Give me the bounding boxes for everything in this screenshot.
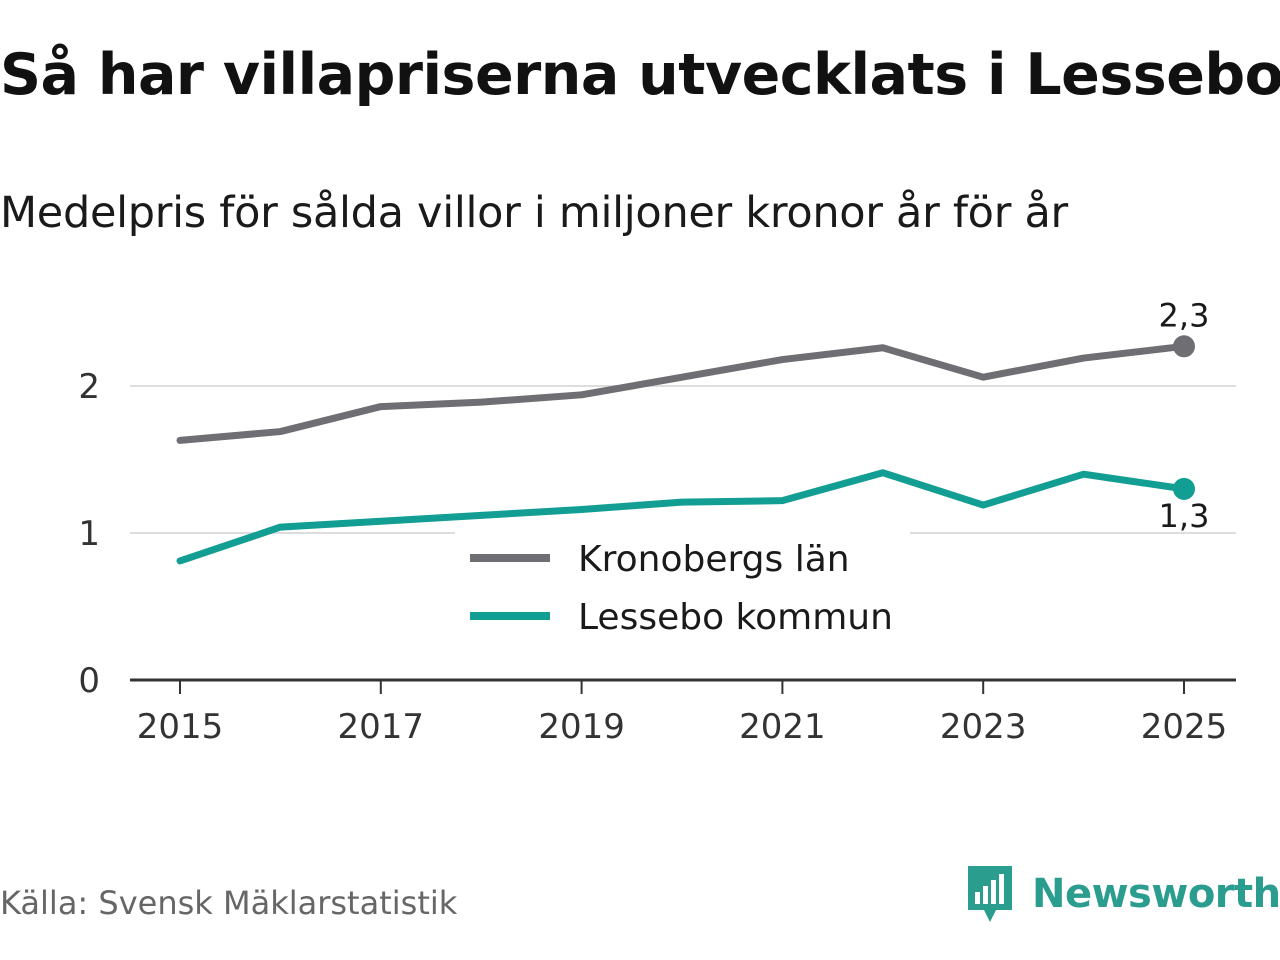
legend-background bbox=[455, 532, 910, 652]
series-lines bbox=[176, 335, 1195, 565]
x-tick-label: 2017 bbox=[338, 707, 425, 747]
x-tick-label: 2019 bbox=[538, 707, 625, 747]
newsworthy-logo-icon bbox=[968, 866, 1012, 922]
chart-title: Så har villapriserna utvecklats i Lesseb… bbox=[0, 42, 1280, 108]
brand-logo: Newsworthy bbox=[964, 862, 1280, 926]
chart-subtitle: Medelpris för sålda villor i miljoner kr… bbox=[0, 188, 1068, 238]
y-tick-label: 1 bbox=[78, 514, 100, 554]
end-point-lessebo bbox=[1173, 477, 1195, 500]
y-tick-label: 0 bbox=[78, 661, 100, 701]
end-point-kronoberg bbox=[1173, 335, 1195, 358]
series-line-lessebo bbox=[176, 469, 1188, 565]
axes: 0 1 2 2015 2017 2019 2021 2023 2025 bbox=[78, 367, 1236, 747]
x-tick-label: 2021 bbox=[739, 707, 826, 747]
x-tick-label: 2023 bbox=[940, 707, 1027, 747]
y-tick-label: 2 bbox=[78, 367, 100, 407]
legend-label-kronoberg: Kronobergs län bbox=[578, 539, 850, 580]
source-note: Källa: Svensk Mäklarstatistik bbox=[0, 884, 458, 922]
end-label-lessebo: 1,3 bbox=[1159, 497, 1210, 535]
data-labels: 2,3 1,3 bbox=[1159, 296, 1210, 535]
brand-name: Newsworthy bbox=[1032, 871, 1280, 917]
gridlines bbox=[130, 385, 1236, 534]
x-tick-label: 2025 bbox=[1141, 707, 1228, 747]
legend-label-lessebo: Lessebo kommun bbox=[578, 597, 893, 638]
end-label-kronoberg: 2,3 bbox=[1159, 296, 1210, 334]
legend: Kronobergs län Lessebo kommun bbox=[455, 532, 910, 652]
x-tick-label: 2015 bbox=[137, 707, 224, 747]
series-line-kronoberg bbox=[176, 342, 1188, 444]
